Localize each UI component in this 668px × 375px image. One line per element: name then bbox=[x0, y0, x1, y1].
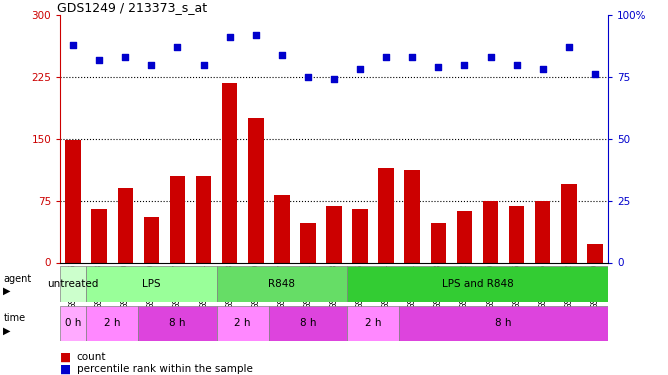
Bar bbox=[138, 306, 216, 341]
Bar bbox=[65, 140, 81, 262]
Bar bbox=[196, 176, 211, 262]
Text: 2 h: 2 h bbox=[234, 318, 251, 328]
Point bbox=[459, 62, 470, 68]
Bar bbox=[347, 306, 399, 341]
Text: 0 h: 0 h bbox=[65, 318, 81, 328]
Bar bbox=[378, 168, 394, 262]
Point bbox=[381, 54, 391, 60]
Point bbox=[146, 62, 157, 68]
Bar bbox=[144, 217, 159, 262]
Bar bbox=[326, 206, 342, 262]
Text: LPS and R848: LPS and R848 bbox=[442, 279, 513, 289]
Point bbox=[172, 44, 183, 50]
Bar bbox=[347, 266, 608, 302]
Text: ▶: ▶ bbox=[3, 326, 11, 336]
Text: ■: ■ bbox=[60, 351, 71, 363]
Point bbox=[563, 44, 574, 50]
Bar bbox=[509, 206, 524, 262]
Text: 8 h: 8 h bbox=[495, 318, 512, 328]
Bar bbox=[399, 306, 608, 341]
Point bbox=[303, 74, 313, 80]
Text: 2 h: 2 h bbox=[365, 318, 381, 328]
Bar bbox=[404, 170, 420, 262]
Text: count: count bbox=[77, 352, 106, 362]
Point bbox=[224, 34, 235, 40]
Point bbox=[511, 62, 522, 68]
Text: ■: ■ bbox=[60, 363, 71, 375]
Point bbox=[250, 32, 261, 38]
Point bbox=[537, 66, 548, 72]
Text: percentile rank within the sample: percentile rank within the sample bbox=[77, 364, 253, 374]
Bar bbox=[587, 244, 603, 262]
Point bbox=[277, 52, 287, 58]
Point bbox=[433, 64, 444, 70]
Bar bbox=[222, 82, 238, 262]
Point bbox=[120, 54, 131, 60]
Text: agent: agent bbox=[3, 274, 31, 284]
Point bbox=[407, 54, 418, 60]
Bar bbox=[86, 306, 138, 341]
Text: 2 h: 2 h bbox=[104, 318, 120, 328]
Point bbox=[589, 71, 600, 77]
Text: time: time bbox=[3, 313, 25, 323]
Bar bbox=[118, 188, 133, 262]
Bar bbox=[86, 266, 216, 302]
Text: untreated: untreated bbox=[47, 279, 99, 289]
Bar bbox=[457, 211, 472, 262]
Text: GDS1249 / 213373_s_at: GDS1249 / 213373_s_at bbox=[57, 1, 208, 14]
Point bbox=[198, 62, 209, 68]
Bar bbox=[60, 306, 86, 341]
Point bbox=[94, 57, 105, 63]
Point bbox=[355, 66, 365, 72]
Text: LPS: LPS bbox=[142, 279, 161, 289]
Bar bbox=[535, 201, 550, 262]
Bar bbox=[483, 201, 498, 262]
Bar bbox=[216, 266, 347, 302]
Text: 8 h: 8 h bbox=[169, 318, 186, 328]
Bar bbox=[60, 266, 86, 302]
Bar bbox=[300, 223, 316, 262]
Text: R848: R848 bbox=[269, 279, 295, 289]
Bar bbox=[561, 184, 576, 262]
Bar bbox=[430, 223, 446, 262]
Bar bbox=[92, 209, 107, 262]
Text: 8 h: 8 h bbox=[300, 318, 316, 328]
Bar bbox=[170, 176, 185, 262]
Bar bbox=[352, 209, 368, 262]
Bar bbox=[274, 195, 290, 262]
Point bbox=[68, 42, 79, 48]
Bar bbox=[269, 306, 347, 341]
Bar bbox=[216, 306, 269, 341]
Point bbox=[485, 54, 496, 60]
Point bbox=[329, 76, 339, 82]
Text: ▶: ▶ bbox=[3, 286, 11, 296]
Bar bbox=[248, 118, 264, 262]
